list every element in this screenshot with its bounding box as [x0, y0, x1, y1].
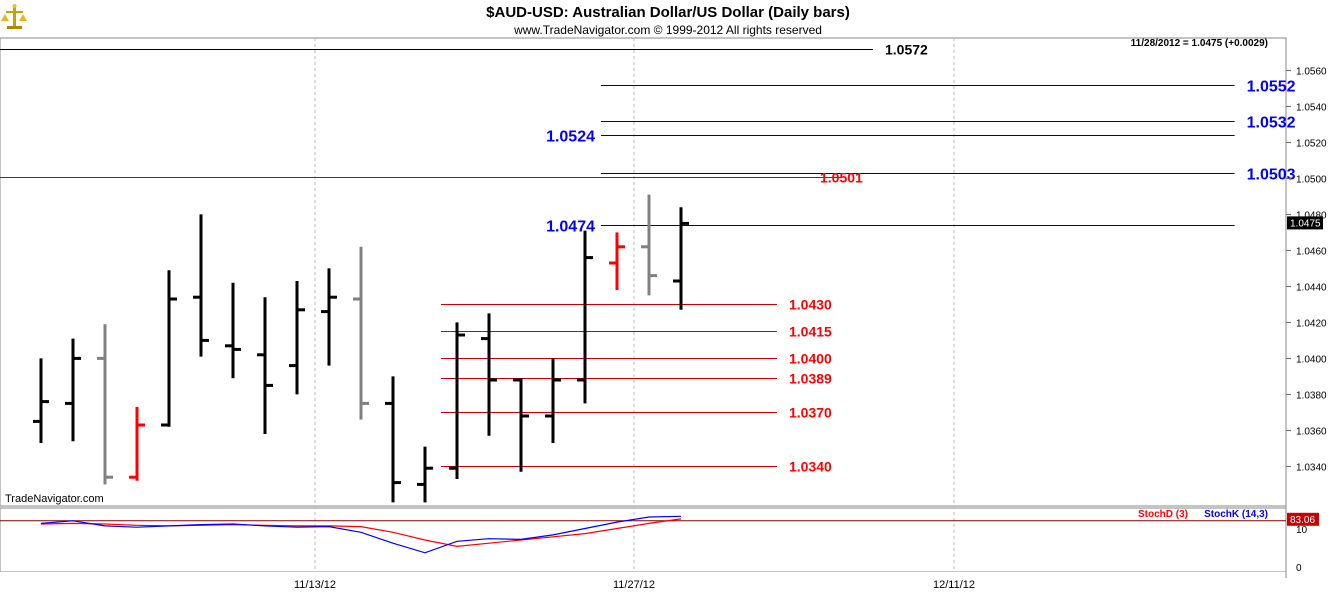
chart-title: $AUD-USD: Australian Dollar/US Dollar (D… [486, 4, 850, 21]
date-tick-label: 11/13/12 [294, 579, 336, 591]
price-tick-label: 1.0340 [1296, 462, 1327, 473]
ohlc-bar [513, 378, 529, 472]
level-label: 1.0501 [820, 170, 863, 186]
ohlc-bar [33, 358, 49, 443]
stochastic-indicator: 0 10 StochD (3) StochK (14,3) 83.06 [0, 509, 1319, 574]
price-tick-label: 1.0380 [1296, 390, 1327, 401]
price-axis: 1.0340 1.0360 1.0380 1.0400 1.0420 1.0440 1.04… [1286, 66, 1327, 473]
stoch-tick-label: 10 [1296, 525, 1308, 536]
trading-scale-logo-icon [1, 4, 27, 29]
level-label: 1.0415 [789, 324, 832, 340]
price-tick-label: 1.0360 [1296, 426, 1327, 437]
ohlc-bar [225, 282, 241, 379]
ohlc-bar [609, 232, 625, 290]
level-label: 1.0474 [546, 219, 595, 236]
ohlc-bar [417, 446, 433, 503]
ohlc-bar [673, 207, 689, 310]
last-price-label: 1.0475 [1290, 218, 1321, 229]
ohlc-bar [385, 376, 401, 503]
ohlc-bars [33, 194, 689, 503]
ohlc-bar [65, 338, 81, 442]
date-axis-panel [0, 572, 1286, 594]
ohlc-bar [97, 324, 113, 485]
stoch-legend-item: StochD (3) [1138, 509, 1188, 520]
level-label: 1.0340 [789, 459, 832, 475]
ohlc-bar [321, 268, 337, 366]
stoch-d-line [40, 518, 682, 548]
price-tick-label: 1.0500 [1296, 174, 1327, 185]
ohlc-bar [577, 230, 593, 404]
level-label: 1.0389 [789, 371, 832, 387]
price-tick-label: 1.0560 [1296, 66, 1327, 77]
level-label: 1.0572 [885, 42, 928, 58]
support-resistance-levels: 1.0572 1.0552 1.0532 1.0524 1.0503 1.0501 1.04… [0, 42, 1296, 475]
level-label: 1.0532 [1247, 115, 1296, 132]
ohlc-bar [449, 322, 465, 479]
price-tick-label: 1.0480 [1296, 210, 1327, 221]
price-tick-label: 1.0540 [1296, 102, 1327, 113]
stoch-value-box [1287, 512, 1319, 526]
price-tick-label: 1.0460 [1296, 246, 1327, 257]
brand-watermark: TradeNavigator.com [5, 493, 104, 505]
ohlc-bar [289, 281, 305, 395]
stoch-tick-label: 0 [1296, 563, 1302, 574]
date-tick-label: 12/11/12 [933, 579, 975, 591]
level-label: 1.0552 [1247, 79, 1296, 96]
date-axis: 11/13/12 11/27/12 12/11/12 [294, 579, 975, 591]
price-panel [0, 37, 1287, 507]
level-label: 1.0430 [789, 297, 832, 313]
level-label: 1.0503 [1247, 167, 1296, 184]
chart-subtitle: www.TradeNavigator.com © 1999-2012 All r… [513, 23, 822, 37]
ohlc-bar [353, 246, 369, 420]
stoch-k-line [40, 515, 682, 554]
price-tick-label: 1.0420 [1296, 318, 1327, 329]
date-tick-label: 11/27/12 [613, 579, 655, 591]
level-label: 1.0400 [789, 351, 832, 367]
ohlc-bar [257, 297, 273, 434]
ohlc-bar [161, 270, 177, 427]
price-tick-label: 1.0520 [1296, 138, 1327, 149]
level-label: 1.0524 [546, 129, 595, 146]
ohlc-bar [481, 313, 497, 436]
last-price-box [1287, 216, 1323, 230]
ohlc-bar [545, 358, 561, 443]
level-label: 1.0370 [789, 405, 832, 421]
ohlc-bar [641, 194, 657, 296]
price-tick-label: 1.0440 [1296, 282, 1327, 293]
indicator-panel [0, 507, 1287, 573]
stoch-value-label: 83.06 [1290, 515, 1315, 526]
ohlc-bar [129, 407, 145, 481]
stoch-legend-item: StochK (14,3) [1204, 509, 1268, 520]
ohlc-bar [193, 214, 209, 357]
last-quote-label: 11/28/2012 = 1.0475 (+0.0029) [1131, 38, 1268, 49]
price-tick-label: 1.0400 [1296, 354, 1327, 365]
